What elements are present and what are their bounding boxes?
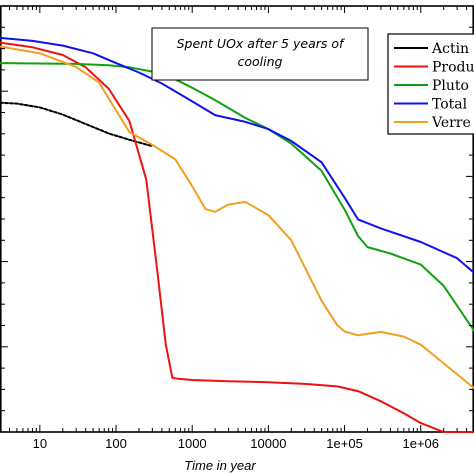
legend-label-actin: Actin [431, 41, 469, 57]
series-layer [0, 36, 474, 433]
legend-label-pluto: Pluto [432, 78, 469, 94]
annotation-line-2: cooling [238, 54, 283, 69]
x-tick-label: 1000 [178, 436, 207, 451]
legend: Actin Produ Pluto Total Verre [387, 33, 474, 135]
plot-area-frame [0, 5, 474, 433]
x-axis-label: Time in year [184, 458, 256, 473]
legend-label-total: Total [432, 97, 468, 113]
legend-label-verre: Verre [431, 115, 471, 131]
x-tick-label: 1e+05 [326, 436, 363, 451]
x-tick-label: 10 [33, 436, 47, 451]
series-line-produ [0, 41, 474, 433]
series-line-total [0, 36, 474, 274]
x-tick-label: 100 [105, 436, 127, 451]
series-line-verre [0, 45, 474, 390]
x-tick-label: 1e+06 [402, 436, 439, 451]
series-line-pluto [0, 62, 474, 332]
x-tick-label: 10000 [250, 436, 286, 451]
annotation-line-1: Spent UOx after 5 years of [177, 36, 345, 51]
annotation-box: Spent UOx after 5 years of cooling [151, 27, 369, 81]
legend-label-produ: Produ [432, 60, 474, 76]
series-line-actin [0, 101, 154, 148]
